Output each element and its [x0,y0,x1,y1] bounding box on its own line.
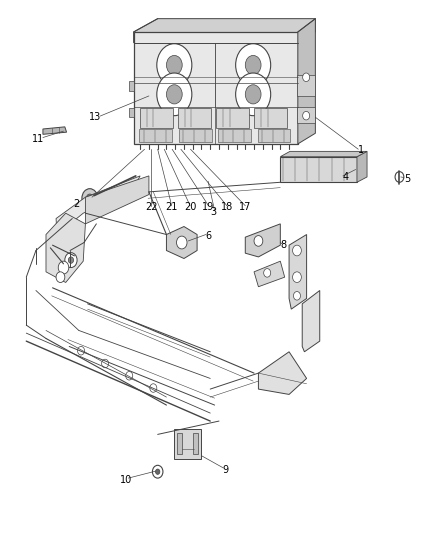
Polygon shape [56,176,140,235]
Bar [178,108,211,128]
Text: 19: 19 [202,202,215,212]
Circle shape [177,236,187,249]
Circle shape [157,73,192,116]
Bar [297,107,315,123]
Circle shape [236,73,271,116]
Bar [139,129,172,142]
Bar [179,129,212,142]
Circle shape [150,384,157,392]
Polygon shape [357,151,367,182]
Circle shape [58,261,69,274]
Polygon shape [166,227,197,259]
Circle shape [155,469,160,474]
Text: 17: 17 [239,202,251,212]
Circle shape [254,236,263,246]
Circle shape [245,85,261,104]
Polygon shape [280,151,367,157]
Circle shape [236,44,271,86]
Bar [218,129,251,142]
Circle shape [68,257,74,263]
Bar [258,129,290,142]
Circle shape [102,359,109,368]
Circle shape [245,55,261,75]
Text: 21: 21 [166,202,178,212]
Bar [280,157,357,182]
Text: 22: 22 [145,202,157,212]
Text: 8: 8 [281,240,287,250]
Bar [177,433,182,454]
Text: 1: 1 [358,146,364,155]
Polygon shape [302,290,320,352]
Circle shape [264,269,271,277]
Bar [134,32,298,144]
Polygon shape [289,235,307,309]
Circle shape [82,189,98,208]
Circle shape [56,272,65,282]
Text: 10: 10 [120,475,132,484]
Circle shape [78,346,85,355]
Text: 11: 11 [32,134,45,143]
Bar [297,75,315,96]
Bar [254,108,287,128]
Polygon shape [254,261,285,287]
Bar [129,108,134,117]
Circle shape [293,292,300,300]
Text: 9: 9 [223,465,229,475]
Circle shape [293,245,301,256]
Text: 3: 3 [211,207,217,217]
Text: 20: 20 [184,202,196,212]
Text: 18: 18 [221,202,233,212]
Circle shape [157,44,192,86]
Polygon shape [134,19,315,43]
Bar [193,433,198,454]
Polygon shape [245,224,280,257]
Bar [129,81,134,91]
Circle shape [152,465,163,478]
Text: 2: 2 [74,199,80,208]
Bar [174,429,201,459]
Text: 4: 4 [343,172,349,182]
Circle shape [166,85,182,104]
Polygon shape [298,19,315,144]
Bar [140,108,173,128]
Polygon shape [43,127,67,134]
Text: 6: 6 [205,231,211,240]
Text: 13: 13 [89,112,102,122]
Circle shape [166,55,182,75]
Circle shape [395,172,404,182]
Polygon shape [85,176,149,224]
Circle shape [126,372,133,380]
Circle shape [303,73,310,82]
Text: 5: 5 [404,174,410,183]
Circle shape [293,272,301,282]
Polygon shape [258,352,307,394]
Circle shape [65,253,77,268]
Circle shape [86,194,93,203]
Circle shape [303,111,310,120]
Polygon shape [46,213,85,282]
Bar [216,108,249,128]
